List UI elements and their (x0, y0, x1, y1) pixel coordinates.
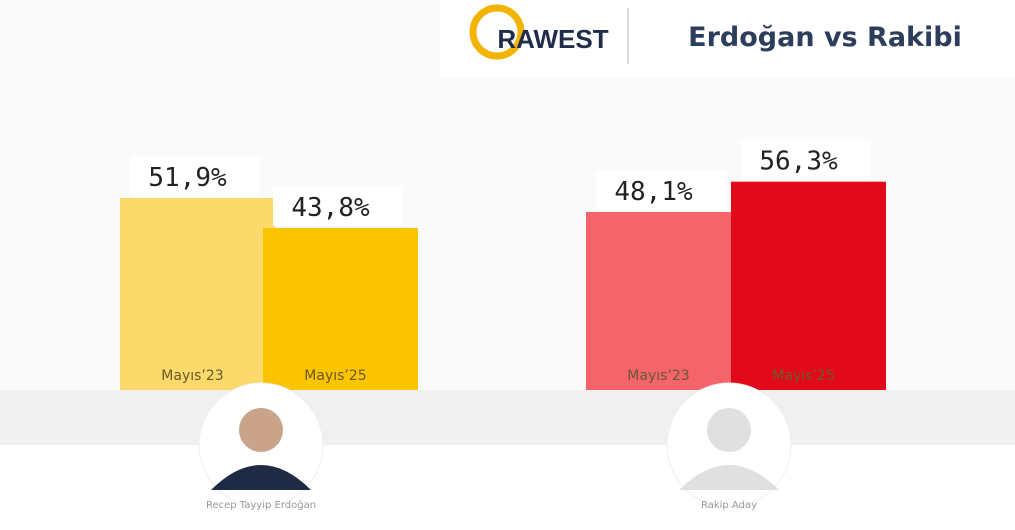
value-label: 51,9% (148, 163, 227, 193)
logo: RAWEST (497, 24, 608, 54)
value-label-bg (130, 155, 260, 196)
bar (120, 197, 275, 390)
category-label: Mayıs’25 (304, 368, 366, 384)
value-label-bg (741, 139, 871, 180)
category-label: Mayıs’23 (161, 368, 223, 384)
candidate-name: Recep Tayyip Erdoğan (206, 499, 316, 511)
band (0, 390, 1015, 445)
category-label: Mayıs’23 (627, 368, 689, 384)
logo-ring (469, 4, 525, 60)
value-label-bg (596, 170, 726, 211)
value-label: 43,8% (291, 193, 370, 223)
candidate-name: Rakip Aday (701, 500, 757, 511)
category-label: Mayıs’25 (772, 368, 834, 384)
footer-bg (0, 445, 1015, 530)
bar (586, 212, 741, 390)
bar (731, 181, 886, 390)
value-label: 48,1% (614, 177, 693, 207)
avatar-body (679, 465, 779, 490)
bar (263, 227, 418, 390)
chart-title: Erdoğan vs Rakibi (688, 22, 962, 53)
avatar-head (239, 408, 283, 452)
header-bg (440, 0, 1015, 78)
value-label: 56,3% (759, 147, 838, 177)
value-label-bg (273, 185, 403, 226)
avatar-body (211, 465, 311, 490)
avatar-head (707, 408, 751, 452)
